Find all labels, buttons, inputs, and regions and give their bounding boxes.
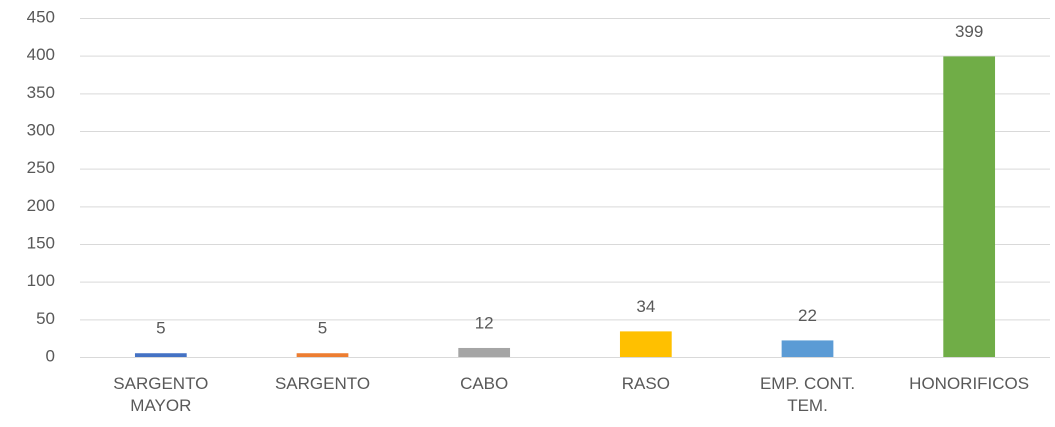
y-tick-label: 400 [27,45,55,64]
data-label: 5 [156,319,165,338]
y-tick-label: 300 [27,120,55,139]
y-tick-label: 200 [27,196,55,215]
y-tick-label: 250 [27,158,55,177]
bar [943,56,996,358]
x-tick-label: SARGENTO [274,374,371,393]
y-tick-label: 150 [27,233,55,252]
data-label: 34 [636,297,655,316]
data-label: 12 [475,313,494,332]
bar [458,347,511,357]
bar [296,353,349,357]
x-tick-label: RASO [621,374,670,393]
x-tick-label: EMP. CONT. TEM. [759,374,856,415]
y-tick-label: 100 [27,271,55,290]
bar [781,340,834,357]
y-tick-label: 0 [46,346,55,365]
y-tick-label: 350 [27,83,55,102]
x-tick-label: SARGENTO MAYOR [113,374,209,415]
y-tick-label: 450 [27,7,55,26]
bar [619,331,672,357]
data-label: 399 [955,22,983,41]
data-label: 5 [318,319,327,338]
bar [134,353,187,357]
data-label: 22 [798,306,817,325]
y-tick-label: 50 [36,309,55,328]
x-tick-label: CABO [460,374,509,393]
x-tick-label: HONORIFICOS [909,374,1030,393]
